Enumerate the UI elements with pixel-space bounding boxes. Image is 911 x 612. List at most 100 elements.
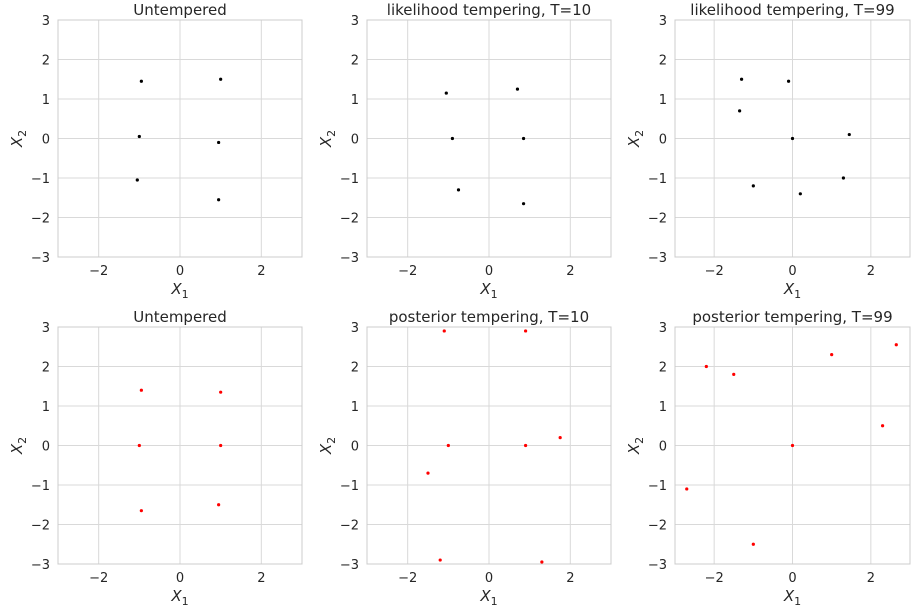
- data-point: [139, 509, 143, 513]
- y-tick-label: 0: [659, 133, 667, 148]
- data-point: [739, 77, 744, 81]
- y-tick-label: 3: [351, 321, 359, 336]
- data-point: [446, 443, 450, 448]
- y-tick-label: −1: [648, 479, 667, 494]
- y-tick-label: −2: [340, 519, 359, 534]
- data-point: [438, 558, 442, 562]
- subplot-title: likelihood tempering, T=99: [690, 1, 894, 19]
- y-tick-label: 3: [659, 14, 667, 29]
- x-tick-label: 0: [485, 571, 493, 586]
- points: [137, 388, 223, 513]
- y-tick-label: 2: [42, 54, 50, 69]
- subplot-title: posterior tempering, T=10: [389, 308, 589, 326]
- data-point: [139, 388, 143, 392]
- data-point: [524, 443, 528, 448]
- y-axis-label: X2: [8, 130, 29, 148]
- data-point: [685, 487, 689, 491]
- x-tick-label: 2: [257, 264, 265, 279]
- data-point: [521, 202, 526, 206]
- x-tick-label: 2: [867, 571, 875, 586]
- plot-area: [366, 326, 612, 565]
- x-tick-label: 2: [867, 264, 875, 279]
- data-point: [137, 443, 141, 448]
- x-tick-label: 0: [176, 264, 184, 279]
- y-tick-label: 1: [351, 93, 359, 108]
- x-tick-label: 0: [176, 571, 184, 586]
- data-point: [444, 91, 448, 95]
- data-point: [704, 364, 708, 369]
- subplot-title: posterior tempering, T=99: [692, 308, 892, 326]
- data-point: [847, 132, 851, 137]
- x-axis-label: X1: [479, 587, 497, 608]
- y-tick-label: 2: [351, 361, 359, 376]
- data-point: [219, 390, 223, 394]
- y-tick-label: −2: [340, 212, 359, 227]
- x-tick-label: 0: [485, 264, 493, 279]
- y-tick-label: −3: [340, 558, 359, 573]
- subplot-1: −2 0 2 −3 −2 −1 0 1 2 3 Untempered X1 X2: [8, 1, 303, 301]
- subplot-3: −2 0 2 −3 −2 −1 0 1 2 3 likelihood tempering, T=99…: [625, 1, 911, 301]
- x-axis-label: X1: [170, 587, 188, 608]
- data-point: [137, 134, 141, 139]
- points: [135, 77, 223, 202]
- x-tick-label: 2: [566, 264, 574, 279]
- y-tick-label: −2: [31, 212, 50, 227]
- subplot-title: Untempered: [133, 308, 227, 326]
- data-point: [751, 184, 755, 188]
- plot-area: [57, 19, 303, 258]
- data-point: [540, 560, 544, 564]
- y-tick-label: 0: [42, 440, 50, 455]
- subplot-6: −2 0 2 −3 −2 −1 0 1 2 3 posterior tempering, T=99 X…: [625, 308, 911, 608]
- data-point: [219, 77, 223, 81]
- y-tick-label: 1: [42, 400, 50, 415]
- data-point: [521, 136, 526, 141]
- x-tick-label: −2: [705, 571, 724, 586]
- data-point: [830, 353, 834, 357]
- y-tick-label: −2: [648, 212, 667, 227]
- x-axis-label: X1: [479, 280, 497, 301]
- data-point: [880, 424, 885, 428]
- y-tick-label: −1: [340, 479, 359, 494]
- x-axis-label: X1: [783, 280, 801, 301]
- data-point: [732, 372, 736, 376]
- points: [426, 329, 562, 564]
- x-tick-label: −2: [89, 264, 108, 279]
- y-axis-label: X2: [625, 437, 646, 455]
- subplot-5: −2 0 2 −3 −2 −1 0 1 2 3 posterior tempering, T=10 X…: [317, 308, 612, 608]
- subplot-title: likelihood tempering, T=10: [387, 1, 591, 19]
- data-point: [442, 329, 446, 333]
- data-point: [751, 542, 755, 546]
- y-tick-label: 3: [42, 14, 50, 29]
- data-point: [790, 136, 795, 141]
- y-tick-label: −2: [31, 519, 50, 534]
- y-tick-label: −2: [648, 519, 667, 534]
- y-tick-label: −1: [31, 479, 50, 494]
- data-point: [841, 176, 846, 180]
- x-tick-label: −2: [398, 264, 417, 279]
- plot-area: [57, 326, 303, 565]
- data-point: [790, 443, 795, 448]
- y-axis-label: X2: [317, 437, 338, 455]
- subplot-title: Untempered: [133, 1, 227, 19]
- x-tick-label: 2: [257, 571, 265, 586]
- y-tick-label: −3: [340, 251, 359, 266]
- data-point: [515, 87, 520, 91]
- data-point: [426, 471, 430, 475]
- y-tick-label: 1: [351, 400, 359, 415]
- y-tick-label: 2: [351, 54, 359, 69]
- y-tick-label: 3: [659, 321, 667, 336]
- y-tick-label: −3: [648, 251, 667, 266]
- x-axis-label: X1: [170, 280, 188, 301]
- data-point: [219, 443, 223, 448]
- data-point: [786, 79, 791, 83]
- y-axis-label: X2: [317, 130, 338, 148]
- y-tick-label: 2: [659, 361, 667, 376]
- data-point: [217, 503, 221, 507]
- points: [685, 343, 898, 546]
- x-tick-label: −2: [89, 571, 108, 586]
- data-point: [456, 188, 461, 192]
- x-tick-label: 0: [788, 571, 796, 586]
- plot-area: [674, 19, 911, 258]
- y-tick-label: −3: [31, 558, 50, 573]
